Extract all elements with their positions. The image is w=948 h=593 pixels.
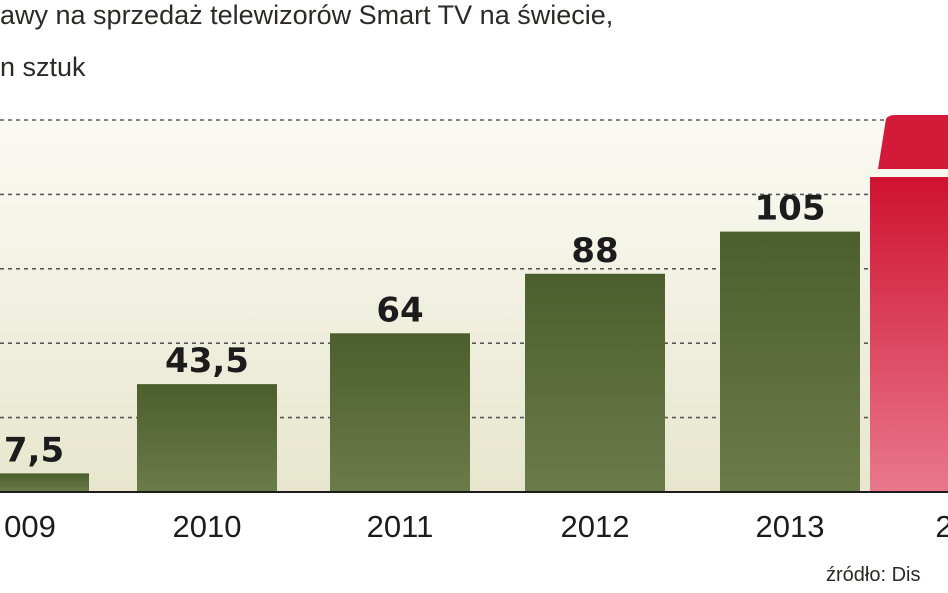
- chart-title-line-1: awy na sprzedaż telewizorów Smart TV na …: [0, 0, 614, 30]
- category-label-2: 2: [935, 509, 948, 544]
- value-label-2012: 88: [571, 231, 618, 271]
- category-label-2010: 2010: [173, 509, 242, 544]
- bar-2011: [330, 333, 470, 492]
- category-label-2013: 2013: [756, 509, 825, 544]
- value-label-2013: 105: [755, 189, 826, 229]
- category-labels: 009 2010 2011 2012 2013 2: [4, 509, 948, 544]
- bar-2: [870, 177, 948, 493]
- value-labels: 7,5 43,5 64 88 105: [4, 189, 826, 471]
- category-label-2012: 2012: [561, 509, 630, 544]
- category-label-009: 009: [4, 509, 56, 544]
- bars: [0, 115, 948, 493]
- bar-2010: [137, 384, 277, 492]
- source-note: źródło: Dis: [826, 564, 921, 586]
- value-label-009: 7,5: [4, 430, 64, 470]
- bar-2012: [525, 273, 665, 492]
- value-label-2010: 43,5: [165, 341, 249, 381]
- highlight-callout: [878, 115, 948, 170]
- gridlines: [0, 119, 948, 419]
- chart-title-line-2: n sztuk: [0, 52, 86, 82]
- category-label-2011: 2011: [367, 509, 434, 544]
- bar-009: [0, 473, 89, 492]
- value-label-2011: 64: [376, 290, 423, 330]
- bar-2013: [720, 231, 860, 492]
